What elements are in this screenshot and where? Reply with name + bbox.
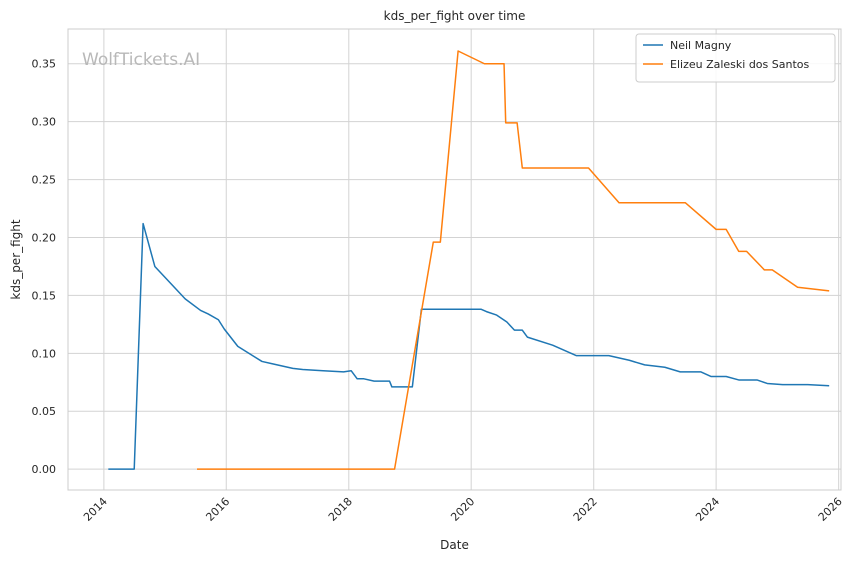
y-tick-label: 0.05 bbox=[32, 405, 57, 418]
plot-frame bbox=[67, 28, 842, 491]
y-axis-label: kds_per_fight bbox=[9, 219, 23, 300]
legend-label-2: Elizeu Zaleski dos Santos bbox=[670, 58, 810, 71]
watermark: WolfTickets.AI bbox=[82, 50, 200, 70]
legend-box bbox=[635, 33, 836, 83]
chart-title: kds_per_fight over time bbox=[384, 9, 526, 23]
y-tick-label: 0.25 bbox=[32, 174, 57, 187]
y-tick-label: 0.00 bbox=[32, 463, 57, 476]
y-tick-label: 0.30 bbox=[32, 116, 57, 129]
y-tick-label: 0.15 bbox=[32, 289, 57, 302]
y-axis-ticks: 0.00 0.05 0.10 0.15 0.20 0.25 0.30 0.35 bbox=[32, 58, 57, 476]
legend: Neil Magny Elizeu Zaleski dos Santos bbox=[635, 33, 836, 83]
series-layer bbox=[108, 50, 830, 470]
y-tick-label: 0.10 bbox=[32, 347, 57, 360]
legend-label-1: Neil Magny bbox=[670, 39, 732, 52]
y-tick-label: 0.20 bbox=[32, 231, 57, 244]
series-line-2 bbox=[197, 50, 830, 470]
y-tick-label: 0.35 bbox=[32, 58, 57, 71]
x-axis-label: Date bbox=[440, 538, 469, 552]
grid bbox=[68, 29, 841, 490]
